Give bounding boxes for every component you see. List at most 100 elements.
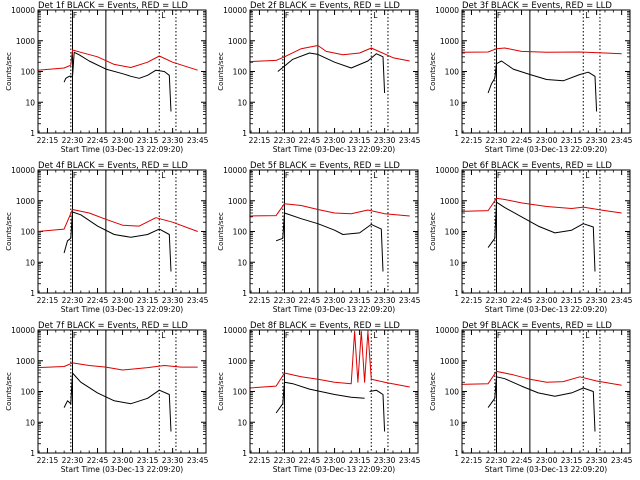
marker-label-f: F bbox=[285, 171, 289, 180]
marker-label-f: F bbox=[497, 171, 501, 180]
plot-frame bbox=[249, 329, 419, 454]
y-tick-label: 10 bbox=[237, 98, 247, 107]
x-tick-label: 23:45 bbox=[611, 456, 633, 465]
x-tick-label: 23:15 bbox=[137, 136, 159, 145]
x-tick-label: 23:45 bbox=[399, 296, 421, 305]
x-tick-label: 22:30 bbox=[62, 136, 84, 145]
x-tick-label: 23:45 bbox=[399, 456, 421, 465]
panel-title: Det 6f BLACK = Events, RED = LLD bbox=[462, 161, 612, 171]
x-axis-label: Start Time (03-Dec-13 22:09:20) bbox=[485, 145, 607, 154]
y-tick-label: 1 bbox=[30, 449, 35, 458]
panel-det-8f: Det 8f BLACK = Events, RED = LLD Counts/s… bbox=[217, 321, 421, 474]
x-tick-label: 23:45 bbox=[611, 136, 633, 145]
x-tick-label: 23:15 bbox=[137, 456, 159, 465]
panel-det-9f: Det 9f BLACK = Events, RED = LLD Counts/s… bbox=[429, 321, 633, 474]
x-tick-label: 22:45 bbox=[511, 456, 533, 465]
series-lld-line bbox=[249, 330, 410, 389]
x-tick-label: 23:15 bbox=[349, 296, 371, 305]
y-tick-label: 10 bbox=[25, 98, 35, 107]
series-lld-line bbox=[37, 49, 198, 71]
x-tick-label: 23:00 bbox=[112, 456, 134, 465]
y-tick-label: 1000 bbox=[16, 37, 35, 46]
x-tick-label: 23:00 bbox=[324, 136, 346, 145]
y-tick-label: 1000 bbox=[228, 197, 247, 206]
marker-label-f: F bbox=[497, 331, 501, 340]
panel-det-2f: Det 2f BLACK = Events, RED = LLD Counts/s… bbox=[217, 1, 421, 154]
marker-label-f: F bbox=[285, 331, 289, 340]
y-tick-label: 100 bbox=[445, 388, 460, 397]
panel-det-5f: Det 5f BLACK = Events, RED = LLD Counts/s… bbox=[217, 161, 421, 314]
x-tick-label: 22:30 bbox=[486, 456, 508, 465]
y-axis-label: Counts/sec bbox=[429, 212, 437, 251]
y-tick-label: 1000 bbox=[16, 197, 35, 206]
panel-title: Det 4f BLACK = Events, RED = LLD bbox=[38, 161, 188, 171]
x-tick-label: 22:30 bbox=[486, 296, 508, 305]
y-tick-label: 10000 bbox=[435, 326, 459, 335]
x-tick-label: 23:00 bbox=[324, 456, 346, 465]
panel-title: Det 9f BLACK = Events, RED = LLD bbox=[462, 321, 612, 331]
series-events-line bbox=[63, 372, 172, 432]
plot-frame bbox=[37, 9, 207, 134]
y-tick-label: 10000 bbox=[11, 326, 35, 335]
x-tick-label: 22:45 bbox=[299, 456, 321, 465]
y-tick-label: 10 bbox=[25, 418, 35, 427]
y-axis-label: Counts/sec bbox=[429, 52, 437, 91]
series-events-line bbox=[63, 51, 172, 112]
y-tick-label: 100 bbox=[21, 228, 36, 237]
x-tick-label: 23:00 bbox=[536, 136, 558, 145]
x-tick-label: 23:45 bbox=[187, 456, 209, 465]
x-tick-label: 23:00 bbox=[112, 136, 134, 145]
marker-label-l: L bbox=[161, 171, 166, 180]
y-tick-label: 10000 bbox=[435, 6, 459, 15]
y-tick-label: 10 bbox=[25, 258, 35, 267]
y-axis-label: Counts/sec bbox=[217, 212, 225, 251]
series-events-line bbox=[275, 212, 384, 272]
panel-title: Det 5f BLACK = Events, RED = LLD bbox=[250, 161, 400, 171]
y-tick-label: 1 bbox=[242, 289, 247, 298]
y-tick-label: 1 bbox=[242, 449, 247, 458]
x-tick-label: 23:15 bbox=[561, 456, 583, 465]
marker-label-l: L bbox=[373, 171, 378, 180]
x-axis-label: Start Time (03-Dec-13 22:09:20) bbox=[485, 305, 607, 314]
x-tick-label: 23:00 bbox=[536, 296, 558, 305]
y-tick-label: 10 bbox=[449, 258, 459, 267]
series-events-line bbox=[487, 376, 596, 432]
panel-title: Det 8f BLACK = Events, RED = LLD bbox=[250, 321, 400, 331]
series-events-line bbox=[487, 60, 598, 112]
x-tick-label: 22:30 bbox=[274, 456, 296, 465]
y-tick-label: 1000 bbox=[228, 37, 247, 46]
panel-det-7f: Det 7f BLACK = Events, RED = LLD Counts/s… bbox=[5, 321, 209, 474]
y-tick-label: 1000 bbox=[228, 357, 247, 366]
marker-label-l: L bbox=[161, 11, 166, 20]
plot-frame bbox=[249, 169, 419, 294]
x-tick-label: 22:45 bbox=[511, 296, 533, 305]
panel-det-3f: Det 3f BLACK = Events, RED = LLD Counts/s… bbox=[429, 1, 633, 154]
y-tick-label: 1 bbox=[454, 289, 459, 298]
x-tick-label: 23:00 bbox=[536, 456, 558, 465]
x-tick-label: 22:30 bbox=[274, 136, 296, 145]
x-tick-label: 22:15 bbox=[249, 136, 271, 145]
x-tick-label: 23:45 bbox=[187, 296, 209, 305]
marker-label-l: L bbox=[373, 11, 378, 20]
plot-frame bbox=[249, 9, 419, 134]
x-tick-label: 23:30 bbox=[374, 296, 396, 305]
x-tick-label: 23:15 bbox=[561, 296, 583, 305]
x-axis-label: Start Time (03-Dec-13 22:09:20) bbox=[61, 145, 183, 154]
x-tick-label: 22:30 bbox=[486, 136, 508, 145]
y-axis-label: Counts/sec bbox=[217, 52, 225, 91]
x-tick-label: 22:15 bbox=[37, 296, 59, 305]
x-tick-label: 22:15 bbox=[249, 456, 271, 465]
y-tick-label: 1000 bbox=[440, 37, 459, 46]
series-lld-line bbox=[461, 197, 622, 214]
x-axis-label: Start Time (03-Dec-13 22:09:20) bbox=[485, 465, 607, 474]
y-tick-label: 1 bbox=[242, 129, 247, 138]
plot-frame bbox=[37, 169, 207, 294]
x-tick-label: 22:15 bbox=[461, 456, 483, 465]
plot-frame bbox=[37, 329, 207, 454]
x-tick-label: 23:45 bbox=[187, 136, 209, 145]
x-tick-label: 23:30 bbox=[162, 456, 184, 465]
x-tick-label: 23:30 bbox=[586, 296, 608, 305]
y-tick-label: 1000 bbox=[440, 197, 459, 206]
marker-label-f: F bbox=[497, 11, 501, 20]
